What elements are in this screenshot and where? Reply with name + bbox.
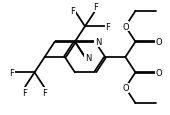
Text: F: F — [42, 88, 47, 97]
Text: N: N — [95, 38, 101, 47]
Text: F: F — [105, 23, 110, 32]
Text: O: O — [122, 23, 129, 32]
Text: N: N — [85, 53, 91, 62]
Text: O: O — [156, 38, 162, 47]
Text: O: O — [122, 83, 129, 92]
Text: F: F — [93, 3, 98, 12]
Text: F: F — [22, 88, 27, 97]
Text: F: F — [10, 68, 14, 77]
Text: O: O — [156, 68, 162, 77]
Text: F: F — [70, 7, 75, 16]
